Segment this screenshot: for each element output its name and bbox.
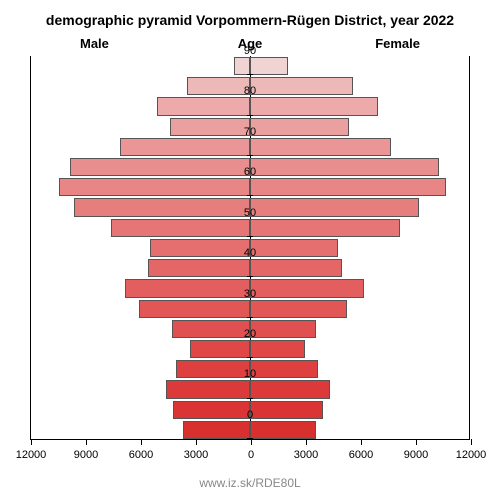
x-label: 6000 (349, 449, 373, 461)
y-tick (247, 317, 253, 318)
female-bar (250, 219, 400, 237)
female-bar (250, 198, 419, 216)
x-tick (141, 439, 142, 445)
bar-row-age-30 (31, 300, 469, 318)
y-tick (247, 115, 253, 116)
male-bar (157, 97, 251, 115)
x-tick (31, 439, 32, 445)
age-label: Age (238, 36, 263, 51)
female-bar (250, 118, 349, 136)
male-bar (183, 421, 250, 439)
x-label: 9000 (404, 449, 428, 461)
male-bar (70, 158, 250, 176)
column-headers: Male Age Female (0, 36, 500, 51)
y-tick (247, 236, 253, 237)
bar-row-age-40 (31, 259, 469, 277)
female-bar (250, 77, 353, 95)
x-tick (86, 439, 87, 445)
male-bar (120, 138, 250, 156)
female-bar (250, 320, 316, 338)
x-label: 9000 (74, 449, 98, 461)
bar-row-age-25 (31, 320, 469, 338)
chart-title: demographic pyramid Vorpommern-Rügen Dis… (0, 12, 500, 28)
bar-row-age-60 (31, 178, 469, 196)
female-bar (250, 340, 305, 358)
female-bar (250, 178, 446, 196)
x-tick (471, 439, 472, 445)
male-bar (74, 198, 250, 216)
bar-row-age-10 (31, 380, 469, 398)
male-bar (148, 259, 250, 277)
female-bar (250, 380, 330, 398)
y-tick (247, 438, 253, 439)
female-bar (250, 259, 342, 277)
male-bar (59, 178, 250, 196)
male-bar (111, 219, 250, 237)
male-bar (166, 380, 250, 398)
x-label: 3000 (294, 449, 318, 461)
x-label: 3000 (184, 449, 208, 461)
male-bar (150, 239, 250, 257)
female-bar (250, 239, 338, 257)
male-bar (187, 77, 250, 95)
bar-row-age-20 (31, 340, 469, 358)
x-label: 12000 (456, 449, 487, 461)
male-bar (176, 360, 250, 378)
y-tick (247, 398, 253, 399)
female-bar (250, 421, 316, 439)
male-bar (190, 340, 251, 358)
x-tick (251, 439, 252, 445)
female-bar (250, 401, 323, 419)
male-label: Male (80, 36, 109, 51)
male-bar (125, 279, 250, 297)
x-tick (416, 439, 417, 445)
attribution: www.iz.sk/RDE80L (0, 476, 500, 490)
female-bar (250, 97, 378, 115)
x-tick (196, 439, 197, 445)
bar-row-age-90 (31, 57, 469, 75)
female-bar (250, 279, 364, 297)
male-bar (172, 320, 250, 338)
y-tick (247, 195, 253, 196)
male-bar (139, 300, 250, 318)
bar-row-age-65 (31, 158, 469, 176)
bar-row-age-70 (31, 138, 469, 156)
male-bar (234, 57, 250, 75)
x-tick (361, 439, 362, 445)
bar-row-age-85 (31, 77, 469, 95)
x-label: 6000 (129, 449, 153, 461)
x-tick (306, 439, 307, 445)
bar-row-age-0 (31, 421, 469, 439)
y-tick (247, 357, 253, 358)
bar-row-age-55 (31, 198, 469, 216)
y-tick (247, 74, 253, 75)
bar-row-age-75 (31, 118, 469, 136)
female-label: Female (375, 36, 420, 51)
x-label: 0 (248, 449, 254, 461)
pyramid-chart: 0102030405060708090120009000600030000300… (30, 56, 470, 440)
y-tick (247, 276, 253, 277)
y-tick (247, 155, 253, 156)
bar-row-age-45 (31, 239, 469, 257)
female-bar (250, 158, 439, 176)
bar-row-age-50 (31, 219, 469, 237)
bar-row-age-15 (31, 360, 469, 378)
female-bar (250, 360, 318, 378)
x-label: 12000 (16, 449, 47, 461)
female-bar (250, 300, 347, 318)
bar-row-age-5 (31, 401, 469, 419)
female-bar (250, 57, 288, 75)
bar-row-age-35 (31, 279, 469, 297)
male-bar (173, 401, 250, 419)
bar-row-age-80 (31, 97, 469, 115)
male-bar (170, 118, 250, 136)
female-bar (250, 138, 391, 156)
